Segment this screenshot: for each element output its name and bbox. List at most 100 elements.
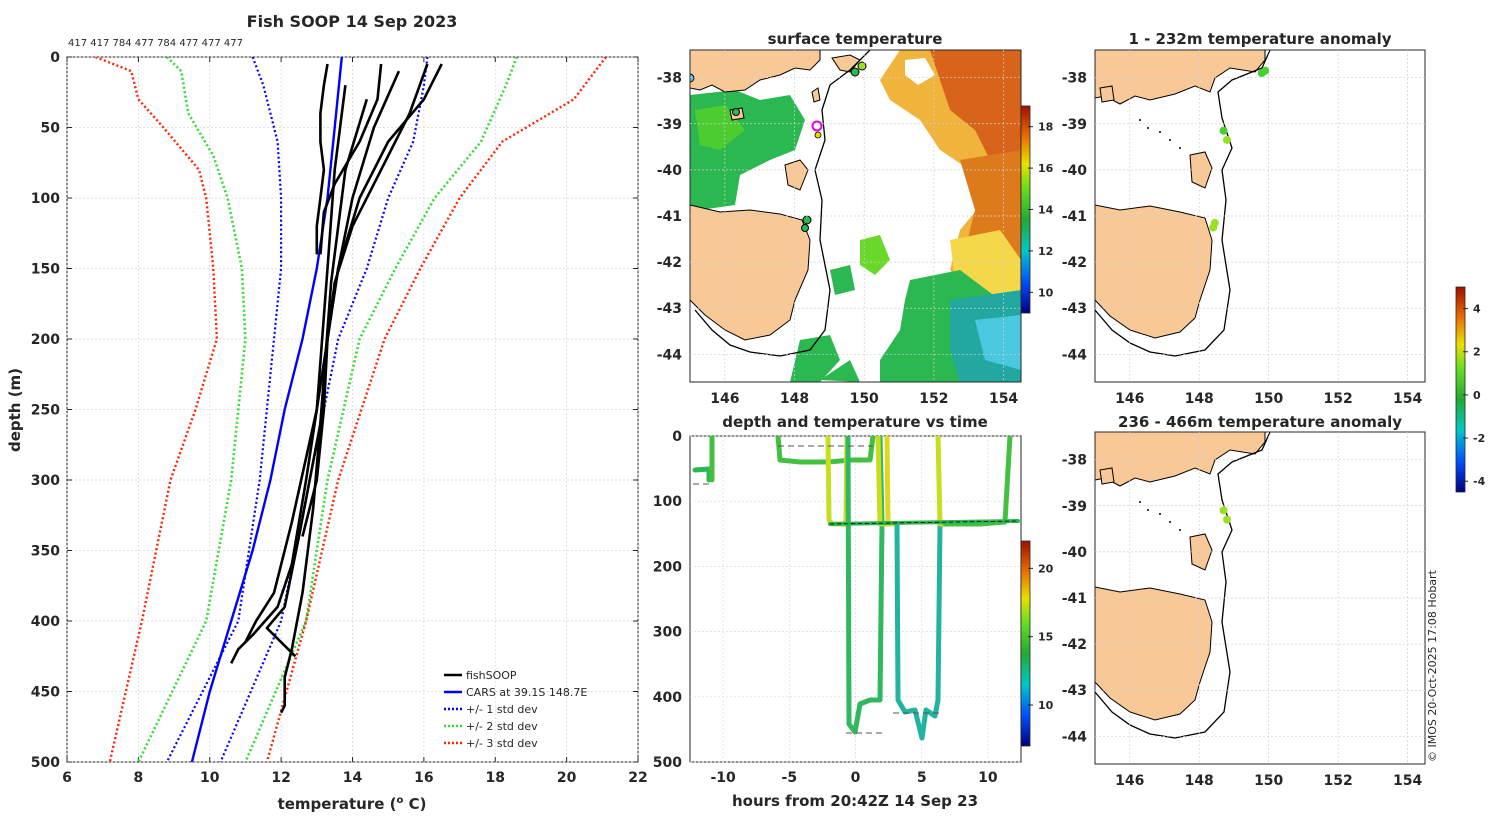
islet [1179,529,1181,531]
fishsoop-trace [315,63,329,255]
x-tick-label: 0 [851,770,861,786]
shelf-contour [1095,50,1271,357]
lon-tick-label: 154 [1393,773,1422,789]
anom-shallow-title: 1 - 232m temperature anomaly [1128,30,1391,48]
y-tick-label: 350 [31,544,60,560]
colorbar-tick-label: 20 [1038,562,1054,575]
lat-tick-label: -39 [1062,499,1087,515]
anom-colorbar-ticks: 4 2 0 -2 -4 [1463,303,1486,488]
profile-x-ticks: 6 8 10 12 14 16 18 20 22 [62,57,648,786]
anom-deep-grid [1095,432,1425,764]
lat-tick-label: -43 [1062,683,1087,699]
x-tick-label: 18 [486,770,505,786]
dt-x-label: hours from 20:42Z 14 Sep 23 [732,792,978,810]
anom-shallow-points [1209,66,1270,232]
y-tick-label: 300 [653,625,682,641]
lon-tick-label: 152 [1324,391,1353,407]
anom-deep-points [1219,506,1231,524]
anomaly-point [1223,515,1231,524]
anom-shallow-ticks: 146 148 150 152 154 -38 -39 -40 -41 -42 -43 -44 [1062,71,1423,407]
lat-tick-label: -44 [657,347,683,363]
colorbar-tick-label: 10 [1038,699,1054,712]
lat-tick-label: -44 [1062,347,1088,363]
lon-tick-label: 154 [1393,391,1422,407]
colorbar-tick-label: 15 [1038,631,1053,644]
dt-title: depth and temperature vs time [722,413,988,431]
lat-tick-label: -41 [657,209,682,225]
lon-tick-label: 150 [1254,773,1283,789]
lon-tick-label: 148 [1185,391,1214,407]
lat-tick-label: -38 [1062,453,1087,469]
lat-tick-label: -41 [1062,209,1087,225]
main-title: Fish SOOP 14 Sep 2023 [247,12,458,31]
y-tick-label: 400 [653,690,682,706]
sst-colorbar-ticks: 10 12 14 16 18 [1028,121,1054,299]
colorbar-tick-label: 0 [1473,389,1481,402]
std1-lower-line [165,57,283,762]
colorbar-tick-label: 18 [1038,121,1053,134]
anomaly-point [1223,135,1231,144]
anom-deep-ticks: 146 148 150 152 154 -38 -39 -40 -41 -42 -43 -44 [1062,453,1423,789]
y-tick-label: 200 [653,559,682,575]
fishsoop-trace [301,63,429,537]
x-tick-label: 16 [414,770,433,786]
islet [1139,119,1141,121]
dt-grid [690,435,1021,763]
sst-title: surface temperature [768,30,943,48]
std2-upper-line [244,57,518,762]
anomaly-point [1209,223,1218,232]
y-tick-label: 100 [653,494,682,510]
islet [1139,501,1141,503]
lon-tick-label: 146 [1115,391,1144,407]
fishsoop-trace [265,98,369,658]
sst-grid [690,50,1021,382]
legend-entry: +/- 2 std dev [466,720,538,733]
island [1099,85,1115,103]
x-tick-label: 12 [271,770,290,786]
lat-tick-label: -38 [657,71,682,87]
y-tick-label: 100 [31,191,60,207]
tasmania [1095,586,1213,721]
lat-tick-label: -43 [657,301,682,317]
lat-tick-label: -40 [1062,545,1088,561]
x-tick-label: -5 [782,770,798,786]
lon-tick-label: 150 [1254,391,1283,407]
y-tick-label: 50 [41,121,61,137]
anomaly-point [1257,69,1266,78]
x-tick-label: 20 [557,770,577,786]
y-tick-label: 0 [672,429,682,445]
x-tick-label: 6 [62,770,72,786]
anom-shallow-grid [1095,50,1425,382]
profile-legend: fishSOOP CARS at 39.1S 148.7E +/- 1 std … [444,669,587,750]
lat-tick-label: -40 [657,163,683,179]
lat-tick-label: -42 [1062,255,1087,271]
lat-tick-label: -39 [657,117,682,133]
watermark: © IMOS 20-Oct-2025 17:08 Hobart [1426,569,1439,762]
legend-entry: CARS at 39.1S 148.7E [466,686,587,699]
profile-x-label: temperature (o C) [278,795,427,813]
y-tick-label: 450 [31,685,60,701]
anomaly-point [1219,126,1228,135]
fishsoop-trace [244,85,347,643]
anom-shallow-map [1095,50,1271,357]
lat-tick-label: -42 [1062,637,1087,653]
legend-entry: +/- 3 std dev [466,737,538,750]
lat-tick-label: -38 [1062,71,1087,87]
x-tick-label: -10 [710,770,736,786]
lon-tick-label: 150 [850,391,879,407]
lat-tick-label: -43 [1062,301,1087,317]
lat-tick-label: -41 [1062,591,1087,607]
x-tick-label: 22 [628,770,647,786]
islet [1147,127,1149,129]
anom-colorbar [1455,286,1466,493]
colorbar-tick-label: 4 [1473,303,1481,316]
islet [1159,131,1161,133]
counts-label: 417 417 784 477 784 477 477 477 [68,38,243,49]
lon-tick-label: 148 [780,391,809,407]
colorbar-tick-label: 16 [1038,162,1054,175]
lat-tick-label: -39 [1062,117,1087,133]
colorbar-tick-label: 12 [1038,245,1053,258]
lon-tick-label: 146 [1115,773,1144,789]
